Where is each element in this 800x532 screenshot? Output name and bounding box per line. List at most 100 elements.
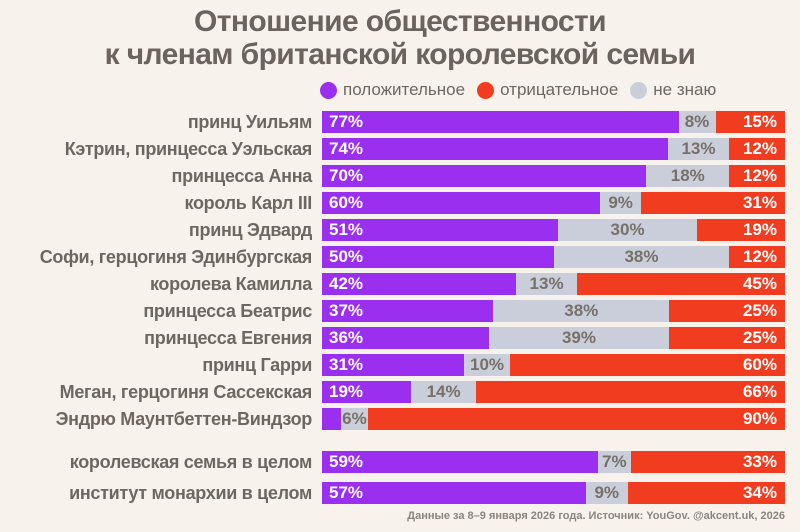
chart-row: принцесса Евгения 36% 39% 25% bbox=[0, 327, 785, 349]
stacked-bar: 51% 30% 19% bbox=[322, 219, 785, 241]
row-category-label: принцесса Анна bbox=[171, 165, 313, 186]
bar-segment-dont-know: 7% bbox=[597, 451, 631, 473]
source-note: Данные за 8–9 января 2026 года. Источник… bbox=[407, 510, 785, 522]
bar-segment-negative: 90% bbox=[368, 408, 785, 430]
value-label-positive: 57% bbox=[329, 483, 364, 502]
bar-segment-positive: 42% bbox=[322, 273, 517, 295]
bar-segment-positive: 36% bbox=[322, 327, 489, 349]
legend-item-negative: отрицательное bbox=[477, 80, 618, 100]
row-category-label: принц Уильям bbox=[187, 111, 312, 132]
stacked-bar: 59% 7% 33% bbox=[322, 451, 785, 473]
row-category-label: Меган, герцогиня Сассекская bbox=[59, 381, 313, 402]
value-label-dont-know: 9% bbox=[608, 193, 633, 212]
value-label-positive: 60% bbox=[329, 193, 364, 212]
value-label-dont-know: 10% bbox=[469, 355, 505, 374]
chart-members: принц Уильям 77% 8% 15% Кэтрин, принцесс… bbox=[0, 111, 785, 435]
value-label-negative: 15% bbox=[742, 112, 777, 131]
bar-segment-positive: 37% bbox=[322, 300, 494, 322]
stacked-bar: 77% 8% 15% bbox=[322, 111, 785, 133]
bar-segment-dont-know: 38% bbox=[493, 300, 670, 322]
bar-segment-positive: 57% bbox=[322, 482, 586, 504]
row-category-label: принц Эдвард bbox=[188, 219, 312, 240]
value-label-dont-know: 13% bbox=[681, 139, 716, 158]
value-label-positive: 59% bbox=[329, 452, 364, 471]
bar-segment-negative: 31% bbox=[641, 192, 785, 214]
chart-row: королева Камилла 42% 13% 45% bbox=[0, 273, 785, 295]
bar-segment-positive: 70% bbox=[322, 165, 647, 187]
bar-segment-dont-know: 8% bbox=[678, 111, 716, 133]
stacked-bar: 42% 13% 45% bbox=[322, 273, 785, 295]
value-label-negative: 25% bbox=[742, 328, 777, 347]
chart-row: Софи, герцогиня Эдинбургская 50% 38% 12% bbox=[0, 246, 785, 268]
bar-segment-positive bbox=[322, 408, 341, 430]
value-label-positive: 42% bbox=[329, 274, 364, 293]
chart-overall: королевская семья в целом 59% 7% 33% инс… bbox=[0, 451, 785, 513]
value-label-dont-know: 13% bbox=[529, 274, 564, 293]
value-label-negative: 25% bbox=[742, 301, 777, 320]
row-category-label: королева Камилла bbox=[149, 273, 312, 294]
chart-row: Меган, герцогиня Сассекская 19% 14% 66% bbox=[0, 381, 785, 403]
row-category-label: принц Гарри bbox=[202, 354, 312, 375]
chart-row: король Карл III 60% 9% 31% bbox=[0, 192, 785, 214]
value-label-dont-know: 18% bbox=[670, 166, 705, 185]
bar-segment-negative: 12% bbox=[728, 138, 785, 160]
value-label-positive: 77% bbox=[329, 112, 364, 131]
value-label-positive: 70% bbox=[329, 166, 364, 185]
legend-item-positive: положительное bbox=[320, 80, 465, 100]
stacked-bar: 31% 10% 60% bbox=[322, 354, 785, 376]
chart-row: Эндрю Маунтбеттен-Виндзор 6% 90% bbox=[0, 408, 785, 430]
row-category-label: король Карл III bbox=[184, 192, 312, 213]
bar-segment-negative: 33% bbox=[630, 451, 785, 473]
stacked-bar: 70% 18% 12% bbox=[322, 165, 785, 187]
value-label-dont-know: 30% bbox=[610, 220, 645, 239]
value-label-negative: 19% bbox=[742, 220, 777, 239]
bar-segment-positive: 60% bbox=[322, 192, 600, 214]
value-label-dont-know: 14% bbox=[426, 382, 461, 401]
value-label-dont-know: 38% bbox=[624, 247, 659, 266]
stacked-bar: 19% 14% 66% bbox=[322, 381, 785, 403]
row-category-label: Софи, герцогиня Эдинбургская bbox=[39, 246, 313, 267]
row-category-label: королевская семья в целом bbox=[69, 451, 313, 472]
value-label-positive: 31% bbox=[329, 355, 364, 374]
page-title: Отношение общественности к членам британ… bbox=[0, 0, 800, 71]
chart-row: королевская семья в целом 59% 7% 33% bbox=[0, 451, 785, 473]
legend: положительное отрицательное не знаю bbox=[320, 79, 716, 101]
bar-segment-dont-know: 14% bbox=[410, 381, 477, 403]
bar-segment-positive: 31% bbox=[322, 354, 465, 376]
bar-segment-dont-know: 9% bbox=[599, 192, 642, 214]
bar-segment-negative: 12% bbox=[729, 165, 785, 187]
bar-segment-negative: 19% bbox=[697, 219, 785, 241]
bar-segment-positive: 19% bbox=[322, 381, 411, 403]
stacked-bar: 57% 9% 34% bbox=[322, 482, 785, 504]
bar-segment-negative: 60% bbox=[509, 354, 785, 376]
bar-segment-positive: 77% bbox=[322, 111, 679, 133]
chart-row: принц Эдвард 51% 30% 19% bbox=[0, 219, 785, 241]
value-label-dont-know: 7% bbox=[602, 452, 627, 471]
legend-item-dont_know: не знаю bbox=[630, 80, 716, 100]
chart-row: принц Гарри 31% 10% 60% bbox=[0, 354, 785, 376]
value-label-negative: 12% bbox=[742, 166, 777, 185]
value-label-negative: 34% bbox=[742, 483, 777, 502]
bar-segment-dont-know: 18% bbox=[646, 165, 730, 187]
chart-row: принцесса Беатрис 37% 38% 25% bbox=[0, 300, 785, 322]
value-label-dont-know: 6% bbox=[342, 409, 367, 428]
bar-segment-dont-know: 10% bbox=[464, 354, 510, 376]
bar-segment-negative: 66% bbox=[476, 381, 785, 403]
row-category-label: принцесса Беатрис bbox=[143, 300, 312, 321]
value-label-dont-know: 38% bbox=[564, 301, 599, 320]
bar-segment-dont-know: 9% bbox=[585, 482, 628, 504]
bar-segment-negative: 25% bbox=[669, 327, 785, 349]
bar-segment-negative: 15% bbox=[715, 111, 785, 133]
stacked-bar: 37% 38% 25% bbox=[322, 300, 785, 322]
stacked-bar: 6% 90% bbox=[322, 408, 785, 430]
legend-dot-icon bbox=[477, 81, 495, 99]
chart-row: принц Уильям 77% 8% 15% bbox=[0, 111, 785, 133]
value-label-positive: 36% bbox=[329, 328, 364, 347]
bar-segment-positive: 51% bbox=[322, 219, 559, 241]
legend-item-label: отрицательное bbox=[500, 80, 619, 99]
legend-dot-icon bbox=[630, 81, 648, 99]
legend-item-label: не знаю bbox=[653, 80, 717, 99]
row-category-label: институт монархии в целом bbox=[69, 482, 312, 503]
stacked-bar: 60% 9% 31% bbox=[322, 192, 785, 214]
chart-row: Кэтрин, принцесса Уэльская 74% 13% 12% bbox=[0, 138, 785, 160]
